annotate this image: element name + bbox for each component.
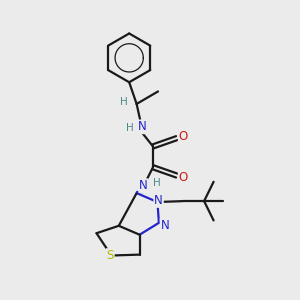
- Text: H: H: [126, 123, 134, 133]
- Text: S: S: [106, 249, 114, 262]
- Text: N: N: [138, 120, 147, 133]
- Text: N: N: [160, 219, 169, 232]
- Text: N: N: [139, 179, 148, 192]
- Text: H: H: [153, 178, 160, 188]
- Text: N: N: [154, 194, 163, 207]
- Text: H: H: [120, 97, 128, 106]
- Text: O: O: [179, 130, 188, 143]
- Text: O: O: [179, 171, 188, 184]
